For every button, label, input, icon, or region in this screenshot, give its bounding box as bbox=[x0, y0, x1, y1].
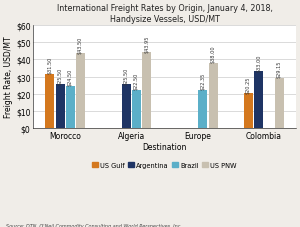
Text: $22.50: $22.50 bbox=[134, 72, 139, 89]
Text: $33.00: $33.00 bbox=[256, 54, 261, 71]
Y-axis label: Freight Rate, USD/MT: Freight Rate, USD/MT bbox=[4, 37, 13, 118]
Text: $25.50: $25.50 bbox=[124, 67, 129, 84]
Bar bbox=[142, 53, 152, 129]
Bar bbox=[208, 64, 217, 129]
Legend: US Gulf, Argentina, Brazil, US PNW: US Gulf, Argentina, Brazil, US PNW bbox=[90, 160, 239, 171]
Bar bbox=[45, 75, 54, 129]
Text: $43.95: $43.95 bbox=[144, 35, 149, 52]
Text: $38.00: $38.00 bbox=[211, 45, 216, 63]
Bar bbox=[275, 79, 284, 129]
Bar bbox=[132, 90, 141, 129]
Text: $20.25: $20.25 bbox=[246, 76, 251, 93]
Bar bbox=[76, 54, 85, 129]
Text: $43.50: $43.50 bbox=[78, 36, 83, 53]
Text: $22.35: $22.35 bbox=[200, 72, 206, 90]
Bar bbox=[66, 87, 75, 129]
X-axis label: Destination: Destination bbox=[142, 142, 187, 151]
Bar bbox=[56, 85, 64, 129]
Bar bbox=[122, 85, 131, 129]
Text: $24.50: $24.50 bbox=[68, 69, 73, 86]
Title: International Freight Rates by Origin, January 4, 2018,
Handysize Vessels, USD/M: International Freight Rates by Origin, J… bbox=[57, 4, 272, 23]
Text: $25.50: $25.50 bbox=[58, 67, 63, 84]
Bar bbox=[254, 72, 263, 129]
Bar bbox=[244, 94, 253, 129]
Text: $29.15: $29.15 bbox=[277, 61, 282, 78]
Text: $31.50: $31.50 bbox=[47, 57, 52, 74]
Text: Source: DTN, O'Neil Commodity Consulting and World Perspectives, Inc.: Source: DTN, O'Neil Commodity Consulting… bbox=[6, 222, 182, 227]
Bar bbox=[198, 90, 207, 129]
